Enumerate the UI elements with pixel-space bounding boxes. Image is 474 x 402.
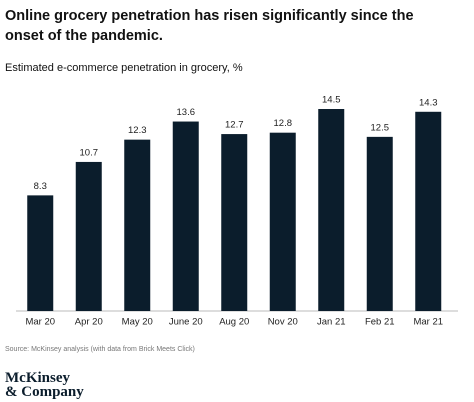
- x-tick-label: Apr 20: [75, 317, 103, 328]
- chart-subtitle: Estimated e-commerce penetration in groc…: [5, 62, 243, 74]
- data-label: 14.5: [322, 95, 341, 106]
- data-label: 12.8: [274, 118, 293, 129]
- data-label: 13.6: [177, 107, 196, 118]
- bar: [415, 111, 442, 311]
- x-tick-label: Jan 21: [317, 317, 346, 328]
- data-label: 14.3: [419, 97, 438, 108]
- x-tick-label: Feb 21: [365, 317, 395, 328]
- bar: [75, 161, 102, 311]
- x-tick-label: May 20: [122, 317, 153, 328]
- logo-line: McKinsey: [5, 370, 70, 386]
- bar: [172, 121, 199, 311]
- bar: [27, 195, 54, 311]
- x-tick-label: Aug 20: [219, 317, 249, 328]
- chart-title: Online grocery penetration has risen sig…: [5, 8, 414, 44]
- data-label: 12.3: [128, 125, 147, 136]
- bar: [269, 132, 296, 311]
- data-label: 8.3: [34, 181, 47, 192]
- bar: [124, 139, 151, 311]
- x-tick-label: Mar 20: [25, 317, 55, 328]
- data-label: 10.7: [80, 147, 99, 158]
- x-tick-label: June 20: [169, 317, 203, 328]
- data-label: 12.7: [225, 120, 244, 131]
- x-tick-label: Mar 21: [413, 317, 443, 328]
- bar: [366, 136, 393, 311]
- chart: Mar 20 8.3 Apr 20 10.7 May 20 12.3 June 20 13.6…: [16, 95, 458, 328]
- logo-line: & Company: [5, 384, 84, 400]
- bar: [318, 109, 345, 311]
- bar: [221, 134, 248, 311]
- data-label: 12.5: [371, 122, 390, 133]
- x-tick-label: Nov 20: [268, 317, 298, 328]
- source-note: Source: McKinsey analysis (with data fro…: [5, 346, 195, 353]
